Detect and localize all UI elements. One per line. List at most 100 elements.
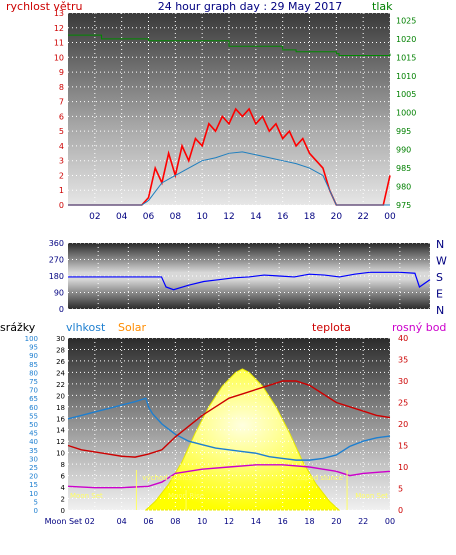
y-right-tick-label: 20 xyxy=(398,420,408,429)
temperature-label: teplota xyxy=(312,321,351,334)
y-right-tick-label: 995 xyxy=(396,127,411,136)
x-tick-label: 04 xyxy=(117,517,127,526)
y-right-tick-label: 30 xyxy=(398,377,408,386)
y-left-tick-label: 7 xyxy=(59,98,64,107)
y-right-tick-label: 15 xyxy=(398,442,408,451)
y-humidity-tick-label: 50 xyxy=(29,421,38,429)
y-humidity-tick-label: 80 xyxy=(29,369,38,377)
y-mid-tick-label: 16 xyxy=(56,415,65,423)
humidity-label: vlhkost xyxy=(66,321,106,334)
y-left-tick-label: 8 xyxy=(59,83,64,92)
y-humidity-tick-label: 60 xyxy=(29,404,38,412)
y-right-tick-label: 35 xyxy=(398,356,408,365)
y-right-tick-label: 1025 xyxy=(396,16,416,25)
y-right-tick-label: 1015 xyxy=(396,53,416,62)
y-left-tick-label: 11 xyxy=(54,39,64,48)
y-right-tick-label: 980 xyxy=(396,183,411,192)
series-line-teplota xyxy=(67,380,391,458)
y-humidity-tick-label: 15 xyxy=(29,481,38,489)
x-tick-label: Moon Set 02 xyxy=(45,517,95,526)
moonset-label: Moon Set xyxy=(70,492,103,500)
compass-label: W xyxy=(436,255,447,268)
x-tick-label: 00 xyxy=(385,517,395,526)
y-mid-tick-label: 20 xyxy=(56,392,65,400)
y-mid-tick-label: 30 xyxy=(56,335,65,343)
y-left-tick-label: 2 xyxy=(59,171,64,180)
x-tick-label: 22 xyxy=(357,212,368,222)
y-right-tick-label: 25 xyxy=(398,399,408,408)
x-tick-label: 14 xyxy=(250,212,262,222)
series-line-gust xyxy=(68,151,390,206)
x-tick-label: 18 xyxy=(304,212,316,222)
sunrise-label: východ slunce xyxy=(142,474,192,482)
y-humidity-tick-label: 95 xyxy=(29,344,38,352)
x-tick-label: 00 xyxy=(384,212,396,222)
x-tick-label: 10 xyxy=(197,517,207,526)
dewpoint-label: rosný bod xyxy=(392,321,446,334)
y-humidity-tick-label: 45 xyxy=(29,430,38,438)
x-tick-label: 12 xyxy=(223,212,234,222)
y-tick-label: 90 xyxy=(54,289,64,298)
x-tick-label: 06 xyxy=(143,212,155,222)
y-humidity-tick-label: 100 xyxy=(25,335,38,343)
y-right-tick-label: 975 xyxy=(396,201,411,210)
y-humidity-tick-label: 75 xyxy=(29,378,38,386)
x-tick-label: 22 xyxy=(358,517,368,526)
y-left-tick-label: 5 xyxy=(59,127,64,136)
precip-label: srážky xyxy=(0,321,36,334)
y-left-tick-label: 4 xyxy=(59,142,64,151)
y-left-tick-label: 0 xyxy=(59,201,64,210)
y-humidity-tick-label: 55 xyxy=(29,412,38,420)
compass-label: N xyxy=(436,238,444,251)
x-tick-label: 02 xyxy=(89,212,100,222)
x-tick-label: 20 xyxy=(331,517,341,526)
y-right-tick-label: 1000 xyxy=(396,109,416,118)
x-tick-label: 08 xyxy=(170,212,182,222)
y-humidity-tick-label: 40 xyxy=(29,438,38,446)
y-right-tick-label: 10 xyxy=(398,463,408,472)
y-mid-tick-label: 6 xyxy=(61,473,66,481)
y-humidity-tick-label: 30 xyxy=(29,455,38,463)
moonrise-label: Moon Rise xyxy=(168,492,204,500)
y-mid-tick-label: 26 xyxy=(56,358,65,366)
y-humidity-tick-label: 70 xyxy=(29,387,38,395)
y-left-tick-label: 12 xyxy=(54,24,64,33)
y-humidity-tick-label: 20 xyxy=(29,473,38,481)
y-mid-tick-label: 4 xyxy=(61,484,66,492)
y-mid-tick-label: 24 xyxy=(56,369,65,377)
y-mid-tick-label: 28 xyxy=(56,346,65,354)
y-left-tick-label: 1 xyxy=(59,186,64,195)
sunset-label: západ slunce xyxy=(297,474,343,482)
x-tick-label: 14 xyxy=(251,517,261,526)
compass-label: E xyxy=(436,288,443,301)
wind-pressure-panel: 02 04 06 08 10 12 14 16 18 20 22 000123456789101112… xyxy=(6,0,416,222)
y-humidity-tick-label: 90 xyxy=(29,352,38,360)
solar-label: Solar xyxy=(118,321,147,334)
x-tick-label: 18 xyxy=(304,517,314,526)
y-right-tick-label: 1005 xyxy=(396,90,416,99)
y-humidity-tick-label: 5 xyxy=(34,498,38,506)
y-mid-tick-label: 8 xyxy=(61,461,65,469)
y-left-tick-label: 3 xyxy=(59,157,64,166)
left-axis-title: rychlost větru xyxy=(6,0,82,13)
y-left-tick-label: 9 xyxy=(59,68,64,77)
y-right-tick-label: 5 xyxy=(398,485,403,494)
y-mid-tick-label: 12 xyxy=(56,438,65,446)
x-tick-label: 08 xyxy=(170,517,180,526)
y-right-tick-label: 990 xyxy=(396,146,411,155)
chart-title: 24 hour graph day : 29 May 2017 xyxy=(158,0,343,13)
y-right-tick-label: 40 xyxy=(398,334,408,343)
y-left-tick-label: 13 xyxy=(54,9,64,18)
y-mid-tick-label: 14 xyxy=(56,427,65,435)
solar-area xyxy=(144,368,341,511)
temperature-humidity-panel: východ slunce západ slunce Moon Set Moon Ri… xyxy=(0,321,446,526)
y-humidity-tick-label: 85 xyxy=(29,361,38,369)
compass-label: N xyxy=(436,304,444,317)
y-mid-tick-label: 22 xyxy=(56,381,65,389)
x-tick-label: 12 xyxy=(224,517,234,526)
y-right-tick-label: 0 xyxy=(398,506,403,515)
y-humidity-tick-label: 65 xyxy=(29,395,38,403)
y-mid-tick-label: 0 xyxy=(61,507,65,515)
series-line-wind-direction xyxy=(68,271,431,291)
